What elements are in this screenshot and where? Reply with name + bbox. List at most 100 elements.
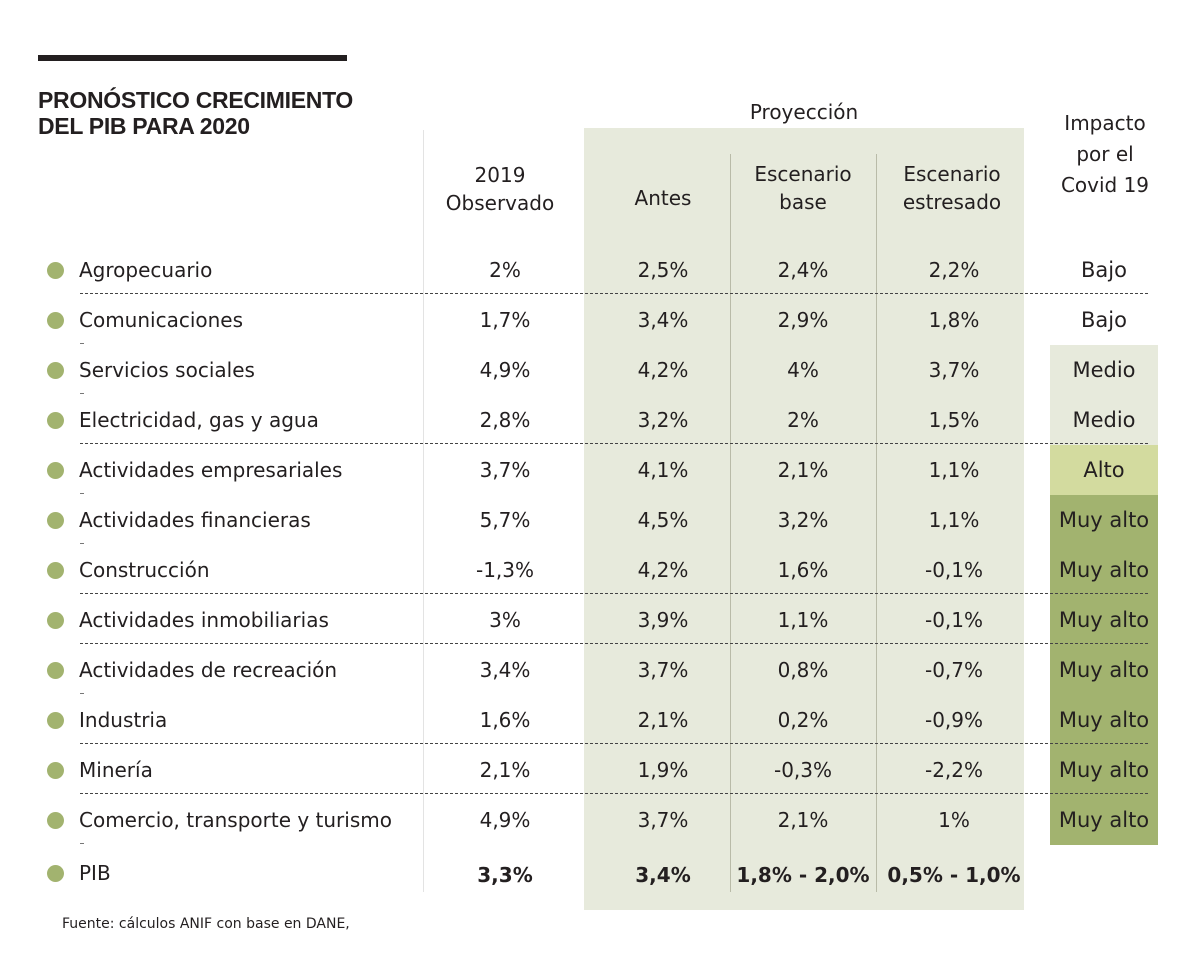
- cell-before: 3,4%: [637, 308, 689, 332]
- table-row: Actividades empresariales 3,7% 4,1% 2,1% 1,1…: [0, 445, 1200, 495]
- sector-label: Servicios sociales: [79, 358, 255, 382]
- row-tick: [80, 343, 84, 344]
- cell-observed: 3%: [489, 608, 521, 632]
- table-row: Industria 1,6% 2,1% 0,2% -0,9% Muy alto: [0, 695, 1200, 745]
- cell-observed: 3,4%: [479, 658, 531, 682]
- table-row: Comunicaciones 1,7% 3,4% 2,9% 1,8% Bajo: [0, 295, 1200, 345]
- cell-before: 4,1%: [637, 458, 689, 482]
- cell-stressed: -0,9%: [924, 708, 984, 732]
- cell-before: 3,7%: [637, 658, 689, 682]
- cell-base: 1,8% - 2,0%: [736, 863, 870, 887]
- row-tick: [80, 393, 84, 394]
- row-divider: [80, 643, 1148, 644]
- header-impact-line-3: Covid 19: [1060, 173, 1150, 197]
- sector-label: Actividades empresariales: [79, 458, 343, 482]
- cell-base: 1,1%: [777, 608, 829, 632]
- header-stressed: Escenario estresado: [876, 160, 1028, 216]
- projection-header: Proyección: [749, 100, 859, 124]
- projection-divider-2: [876, 154, 877, 892]
- bullet-dot: [47, 462, 64, 479]
- bullet-dot: [47, 312, 64, 329]
- chart-title-line-2: DEL PIB PARA 2020: [38, 113, 250, 139]
- cell-before: 1,9%: [637, 758, 689, 782]
- header-observed-line-2: Observado: [445, 191, 555, 215]
- cell-before: 4,5%: [637, 508, 689, 532]
- row-divider: [80, 443, 1148, 444]
- bullet-dot: [47, 712, 64, 729]
- projection-divider-1: [730, 154, 731, 892]
- header-impact-line-1: Impacto: [1064, 111, 1146, 135]
- table-row: Construcción -1,3% 4,2% 1,6% -0,1% Muy alto: [0, 545, 1200, 595]
- header-impact-line-2: por el: [1076, 142, 1134, 166]
- header-base: Escenario base: [730, 160, 876, 216]
- cell-base: 2,1%: [777, 458, 829, 482]
- bullet-dot: [47, 262, 64, 279]
- sector-label: Comercio, transporte y turismo: [79, 808, 392, 832]
- bullet-dot: [47, 762, 64, 779]
- header-stressed-line-2: estresado: [902, 190, 1002, 214]
- cell-observed: 2,1%: [479, 758, 531, 782]
- cell-stressed: -0,1%: [924, 608, 984, 632]
- bullet-dot: [47, 362, 64, 379]
- cell-observed: 1,6%: [479, 708, 531, 732]
- cell-observed: 3,7%: [479, 458, 531, 482]
- impact-badge: Muy alto: [1050, 795, 1158, 845]
- sector-label: Agropecuario: [79, 258, 213, 282]
- cell-observed: -1,3%: [475, 558, 535, 582]
- cell-before: 3,2%: [637, 408, 689, 432]
- impact-badge: Muy alto: [1050, 545, 1158, 595]
- row-tick: [80, 693, 84, 694]
- cell-base: 0,8%: [777, 658, 829, 682]
- cell-stressed: -2,2%: [924, 758, 984, 782]
- sector-label: PIB: [79, 861, 111, 885]
- observed-column-divider: [423, 130, 424, 892]
- table-row: Agropecuario 2% 2,5% 2,4% 2,2% Bajo: [0, 245, 1200, 295]
- sector-label: Actividades de recreación: [79, 658, 338, 682]
- cell-stressed: 1%: [938, 808, 970, 832]
- cell-before: 3,9%: [637, 608, 689, 632]
- cell-stressed: -0,7%: [924, 658, 984, 682]
- bullet-dot: [47, 512, 64, 529]
- impact-badge: Alto: [1050, 445, 1158, 495]
- cell-observed: 2,8%: [479, 408, 531, 432]
- sector-label: Electricidad, gas y agua: [79, 408, 319, 432]
- sector-label: Actividades financieras: [79, 508, 311, 532]
- cell-stressed: -0,1%: [924, 558, 984, 582]
- header-before: Antes: [590, 184, 736, 212]
- cell-before: 3,7%: [637, 808, 689, 832]
- cell-stressed: 2,2%: [928, 258, 980, 282]
- cell-base: 4%: [787, 358, 819, 382]
- table-row: Actividades financieras 5,7% 4,5% 3,2% 1,1% M…: [0, 495, 1200, 545]
- table-row: Electricidad, gas y agua 2,8% 3,2% 2% 1,5% Me…: [0, 395, 1200, 445]
- cell-before: 3,4%: [635, 863, 691, 887]
- cell-base: 2,4%: [777, 258, 829, 282]
- cell-base: 2,1%: [777, 808, 829, 832]
- cell-stressed: 1,5%: [928, 408, 980, 432]
- cell-stressed: 0,5% - 1,0%: [887, 863, 1021, 887]
- impact-badge: Bajo: [1050, 295, 1158, 345]
- table-row: Minería 2,1% 1,9% -0,3% -2,2% Muy alto: [0, 745, 1200, 795]
- row-divider: [80, 793, 1148, 794]
- bullet-dot: [47, 812, 64, 829]
- cell-observed: 4,9%: [479, 358, 531, 382]
- cell-base: 3,2%: [777, 508, 829, 532]
- sector-label: Construcción: [79, 558, 210, 582]
- cell-stressed: 1,1%: [928, 458, 980, 482]
- header-stressed-line-1: Escenario: [903, 162, 1001, 186]
- bullet-dot: [47, 865, 64, 882]
- row-tick: [80, 843, 84, 844]
- cell-before: 4,2%: [637, 558, 689, 582]
- cell-before: 2,5%: [637, 258, 689, 282]
- bullet-dot: [47, 412, 64, 429]
- impact-badge: Medio: [1050, 345, 1158, 395]
- chart-title-line-1: PRONÓSTICO CRECIMIENTO: [38, 87, 353, 113]
- row-divider: [80, 293, 1148, 294]
- table-row: Actividades inmobiliarias 3% 3,9% 1,1% -0,1%…: [0, 595, 1200, 645]
- impact-badge: Muy alto: [1050, 595, 1158, 645]
- row-divider: [80, 743, 1148, 744]
- cell-base: -0,3%: [773, 758, 833, 782]
- table-row: Servicios sociales 4,9% 4,2% 4% 3,7% Medio: [0, 345, 1200, 395]
- table-row: Actividades de recreación 3,4% 3,7% 0,8% -0,…: [0, 645, 1200, 695]
- cell-stressed: 1,8%: [928, 308, 980, 332]
- header-base-line-2: base: [779, 190, 827, 214]
